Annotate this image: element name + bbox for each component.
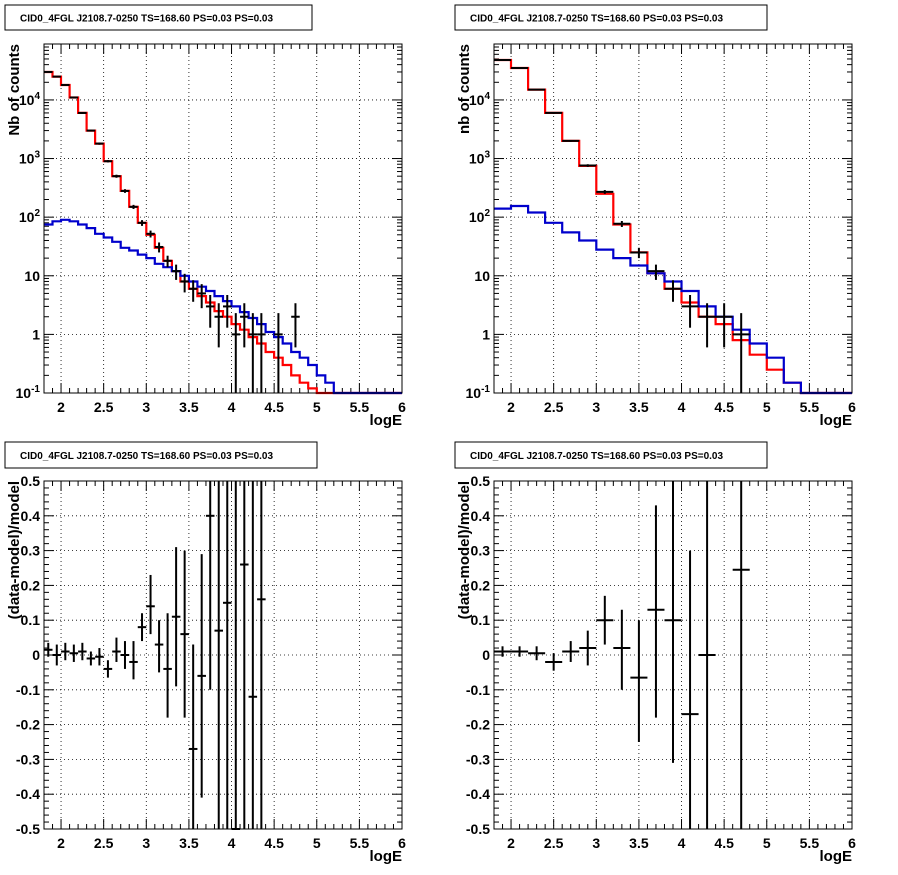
x-axis-label: logE — [370, 848, 403, 865]
y-tick-label: -0.4 — [16, 786, 40, 802]
chart-panel-bottom-left: CID0_4FGL J2108.7-0250 TS=168.60 PS=0.03… — [4, 441, 406, 865]
y-tick-label: 0.1 — [21, 612, 41, 628]
x-tick-label: 3 — [592, 399, 600, 415]
plot-frame — [43, 480, 403, 830]
plot-frame — [493, 43, 853, 394]
y-tick-label: -0.1 — [466, 682, 490, 698]
x-tick-label: 5.5 — [350, 835, 370, 851]
y-tick-label: 10 — [24, 268, 40, 284]
chart-title-box — [454, 4, 768, 31]
x-tick-label: 4 — [228, 399, 236, 415]
y-tick-label: 0.2 — [21, 577, 41, 593]
x-tick-label: 2 — [507, 399, 515, 415]
y-tick-label: 10 — [474, 268, 490, 284]
y-tick-label: 0.3 — [471, 543, 491, 559]
y-tick-label: 0.2 — [471, 577, 491, 593]
chart-panel-top-left: CID0_4FGL J2108.7-0250 TS=168.60 PS=0.03… — [4, 4, 406, 429]
x-tick-label: 2 — [57, 835, 65, 851]
x-tick-label: 3.5 — [629, 399, 649, 415]
x-tick-label: 4.5 — [264, 399, 284, 415]
y-tick-label: 0 — [32, 647, 40, 663]
x-tick-label: 2.5 — [94, 835, 114, 851]
x-tick-label: 5 — [313, 399, 321, 415]
y-axis-label: Nb of counts — [6, 44, 23, 136]
x-tick-label: 6 — [398, 835, 406, 851]
y-tick-label: 1 — [482, 326, 490, 342]
x-tick-label: 2.5 — [544, 399, 564, 415]
chart-title-box — [454, 441, 768, 469]
x-tick-label: 5 — [313, 835, 321, 851]
x-tick-label: 4 — [678, 399, 686, 415]
y-tick-label: -0.4 — [466, 786, 490, 802]
y-tick-label: 102 — [19, 208, 41, 225]
component-model-histogram — [44, 218, 402, 395]
y-tick-label: -0.1 — [16, 682, 40, 698]
y-tick-label: 0.4 — [21, 508, 41, 524]
x-tick-label: 3 — [142, 399, 150, 415]
total-model-histogram — [44, 70, 402, 395]
x-tick-label: 3 — [142, 835, 150, 851]
x-tick-label: 5.5 — [800, 835, 820, 851]
x-tick-label: 5 — [763, 835, 771, 851]
x-tick-label: 4 — [678, 835, 686, 851]
y-tick-label: -0.5 — [466, 821, 490, 837]
chart-title: CID0_4FGL J2108.7-0250 TS=168.60 PS=0.03… — [470, 451, 723, 462]
plot-frame — [493, 480, 853, 830]
x-tick-label: 5 — [763, 399, 771, 415]
y-tick-label: -0.5 — [16, 821, 40, 837]
x-tick-label: 4.5 — [264, 835, 284, 851]
x-tick-label: 3.5 — [179, 399, 199, 415]
y-axis-label: nb of counts — [456, 44, 473, 134]
y-tick-label: -0.3 — [466, 751, 490, 767]
chart-panel-top-right: CID0_4FGL J2108.7-0250 TS=168.60 PS=0.03… — [454, 4, 856, 429]
y-tick-label: 103 — [469, 150, 491, 167]
y-tick-label: 0 — [482, 647, 490, 663]
x-tick-label: 3.5 — [179, 835, 199, 851]
y-tick-label: -0.2 — [16, 717, 40, 733]
chart-title: CID0_4FGL J2108.7-0250 TS=168.60 PS=0.03… — [20, 14, 273, 25]
y-axis-label: (data-model)/model — [456, 481, 473, 619]
x-tick-label: 4 — [228, 835, 236, 851]
x-tick-label: 2.5 — [94, 399, 114, 415]
x-axis-label: logE — [370, 412, 403, 429]
chart-title: CID0_4FGL J2108.7-0250 TS=168.60 PS=0.03… — [20, 451, 273, 462]
y-tick-label: -0.3 — [16, 751, 40, 767]
y-tick-label: 0.3 — [21, 543, 41, 559]
x-tick-label: 6 — [848, 835, 856, 851]
y-axis-label: (data-model)/model — [6, 481, 23, 619]
x-tick-label: 3.5 — [629, 835, 649, 851]
y-tick-label: 104 — [19, 91, 41, 108]
x-tick-label: 5.5 — [350, 399, 370, 415]
x-tick-label: 6 — [398, 399, 406, 415]
x-tick-label: 2.5 — [544, 835, 564, 851]
y-tick-label: 104 — [469, 91, 491, 108]
x-axis-label: logE — [820, 848, 853, 865]
chart-title-box — [4, 4, 313, 31]
y-tick-label: 1 — [32, 326, 40, 342]
y-tick-label: 0.5 — [21, 473, 41, 489]
y-tick-label: 10-1 — [16, 384, 41, 401]
y-tick-label: 0.1 — [471, 612, 491, 628]
y-tick-label: 0.5 — [471, 473, 491, 489]
chart-title: CID0_4FGL J2108.7-0250 TS=168.60 PS=0.03… — [470, 14, 723, 25]
x-tick-label: 5.5 — [800, 399, 820, 415]
x-tick-label: 4.5 — [714, 399, 734, 415]
y-tick-label: -0.2 — [466, 717, 490, 733]
y-tick-label: 0.4 — [471, 508, 491, 524]
y-tick-label: 102 — [469, 208, 491, 225]
component-model-histogram — [494, 204, 852, 395]
y-tick-label: 103 — [19, 150, 41, 167]
x-tick-label: 3 — [592, 835, 600, 851]
x-tick-label: 2 — [57, 399, 65, 415]
total-model-histogram — [494, 58, 852, 395]
chart-title-box — [4, 441, 318, 469]
x-tick-label: 2 — [507, 835, 515, 851]
x-axis-label: logE — [820, 412, 853, 429]
y-tick-label: 10-1 — [466, 384, 491, 401]
x-tick-label: 4.5 — [714, 835, 734, 851]
chart-panel-bottom-right: CID0_4FGL J2108.7-0250 TS=168.60 PS=0.03… — [454, 441, 856, 865]
plot-frame — [43, 43, 403, 394]
x-tick-label: 6 — [848, 399, 856, 415]
